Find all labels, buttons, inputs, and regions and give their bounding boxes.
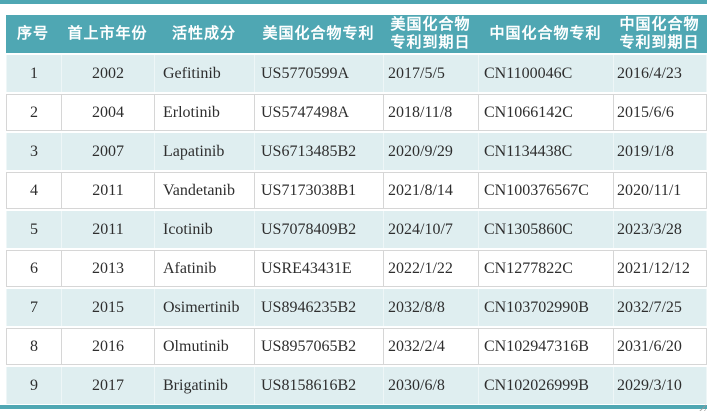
cell-cn-compound-patent: CN1277822C [479, 250, 614, 287]
cell-cn-patent-expiry: 2031/6/20 [614, 328, 707, 365]
column-header-us-compound-patent: 美国化合物专利 [255, 15, 384, 53]
column-header-cn-patent-expiry: 中国化合物 专利到期日 [614, 15, 707, 53]
cell-cn-patent-expiry: 2029/3/10 [614, 367, 707, 404]
cell-us-patent-expiry: 2032/2/4 [384, 328, 479, 365]
column-header-us-patent-expiry: 美国化合物 专利到期日 [384, 15, 479, 53]
cell-index: 9 [6, 367, 62, 404]
cell-cn-patent-expiry: 2020/11/1 [614, 172, 707, 209]
cell-cn-compound-patent: CN102947316B [479, 328, 614, 365]
cell-first-market-year: 2011 [62, 172, 155, 209]
cell-us-patent-expiry: 2020/9/29 [384, 133, 479, 170]
column-header-first-market-year: 首上市年份 [62, 15, 155, 53]
table-row: 8 2016 Olmutinib US8957065B2 2032/2/4 CN10294… [6, 328, 707, 365]
cell-us-patent-expiry: 2022/1/22 [384, 250, 479, 287]
cell-cn-compound-patent: CN1134438C [479, 133, 614, 170]
cell-us-compound-patent: US7078409B2 [255, 211, 384, 248]
cell-index: 3 [6, 133, 62, 170]
column-header-index: 序号 [6, 15, 62, 53]
cell-active-ingredient: Gefitinib [155, 55, 255, 92]
cell-us-patent-expiry: 2024/10/7 [384, 211, 479, 248]
table-header: 序号 首上市年份 活性成分 美国化合物专利 美国化合物 专利到期日 中国化合物专利 中国化合物… [6, 15, 707, 53]
cell-active-ingredient: Olmutinib [155, 328, 255, 365]
cell-cn-patent-expiry: 2016/4/23 [614, 55, 707, 92]
resize-handle-icon[interactable] [697, 402, 706, 411]
cell-us-compound-patent: US5770599A [255, 55, 384, 92]
table-body: 1 2002 Gefitinib US5770599A 2017/5/5 CN110004… [6, 55, 707, 404]
cell-us-compound-patent: US8946235B2 [255, 289, 384, 326]
table-row: 2 2004 Erlotinib US5747498A 2018/11/8 CN10661… [6, 94, 707, 131]
cell-us-compound-patent: US7173038B1 [255, 172, 384, 209]
cell-first-market-year: 2016 [62, 328, 155, 365]
cell-cn-compound-patent: CN1305860C [479, 211, 614, 248]
cell-us-compound-patent: US6713485B2 [255, 133, 384, 170]
cell-cn-patent-expiry: 2019/1/8 [614, 133, 707, 170]
table-row: 6 2013 Afatinib USRE43431E 2022/1/22 CN127782… [6, 250, 707, 287]
cell-us-patent-expiry: 2032/8/8 [384, 289, 479, 326]
cell-us-patent-expiry: 2021/8/14 [384, 172, 479, 209]
cell-cn-compound-patent: CN103702990B [479, 289, 614, 326]
top-border-line [0, 0, 707, 4]
cell-us-compound-patent: US5747498A [255, 94, 384, 131]
cell-index: 6 [6, 250, 62, 287]
table-row: 1 2002 Gefitinib US5770599A 2017/5/5 CN110004… [6, 55, 707, 92]
cell-first-market-year: 2011 [62, 211, 155, 248]
cell-first-market-year: 2002 [62, 55, 155, 92]
cell-first-market-year: 2013 [62, 250, 155, 287]
cell-index: 2 [6, 94, 62, 131]
header-row: 序号 首上市年份 活性成分 美国化合物专利 美国化合物 专利到期日 中国化合物专利 中国化合物… [6, 15, 707, 53]
bottom-border-line [0, 405, 707, 409]
cell-first-market-year: 2007 [62, 133, 155, 170]
cell-index: 8 [6, 328, 62, 365]
cell-cn-compound-patent: CN1100046C [479, 55, 614, 92]
cell-us-compound-patent: USRE43431E [255, 250, 384, 287]
cell-index: 7 [6, 289, 62, 326]
cell-cn-compound-patent: CN102026999B [479, 367, 614, 404]
table-row: 3 2007 Lapatinib US6713485B2 2020/9/29 CN1134… [6, 133, 707, 170]
cell-cn-patent-expiry: 2015/6/6 [614, 94, 707, 131]
table-row: 7 2015 Osimertinib US8946235B2 2032/8/8 CN103… [6, 289, 707, 326]
cell-us-patent-expiry: 2017/5/5 [384, 55, 479, 92]
table-row: 5 2011 Icotinib US7078409B2 2024/10/7 CN13058… [6, 211, 707, 248]
cell-active-ingredient: Brigatinib [155, 367, 255, 404]
cell-first-market-year: 2017 [62, 367, 155, 404]
cell-us-compound-patent: US8158616B2 [255, 367, 384, 404]
cell-cn-compound-patent: CN100376567C [479, 172, 614, 209]
cell-index: 5 [6, 211, 62, 248]
cell-cn-patent-expiry: 2023/3/28 [614, 211, 707, 248]
table-row: 4 2011 Vandetanib US7173038B1 2021/8/14 CN100… [6, 172, 707, 209]
cell-cn-compound-patent: CN1066142C [479, 94, 614, 131]
cell-index: 4 [6, 172, 62, 209]
cell-us-compound-patent: US8957065B2 [255, 328, 384, 365]
column-header-active-ingredient: 活性成分 [155, 15, 255, 53]
cell-us-patent-expiry: 2018/11/8 [384, 94, 479, 131]
cell-active-ingredient: Erlotinib [155, 94, 255, 131]
cell-index: 1 [6, 55, 62, 92]
cell-cn-patent-expiry: 2032/7/25 [614, 289, 707, 326]
cell-active-ingredient: Vandetanib [155, 172, 255, 209]
cell-active-ingredient: Lapatinib [155, 133, 255, 170]
cell-active-ingredient: Afatinib [155, 250, 255, 287]
table-row: 9 2017 Brigatinib US8158616B2 2030/6/8 CN1020… [6, 367, 707, 404]
cell-active-ingredient: Icotinib [155, 211, 255, 248]
drug-patent-table: 序号 首上市年份 活性成分 美国化合物专利 美国化合物 专利到期日 中国化合物专利 中国化合物… [6, 13, 707, 406]
cell-active-ingredient: Osimertinib [155, 289, 255, 326]
cell-us-patent-expiry: 2030/6/8 [384, 367, 479, 404]
cell-first-market-year: 2015 [62, 289, 155, 326]
column-header-cn-compound-patent: 中国化合物专利 [479, 15, 614, 53]
cell-first-market-year: 2004 [62, 94, 155, 131]
cell-cn-patent-expiry: 2021/12/12 [614, 250, 707, 287]
